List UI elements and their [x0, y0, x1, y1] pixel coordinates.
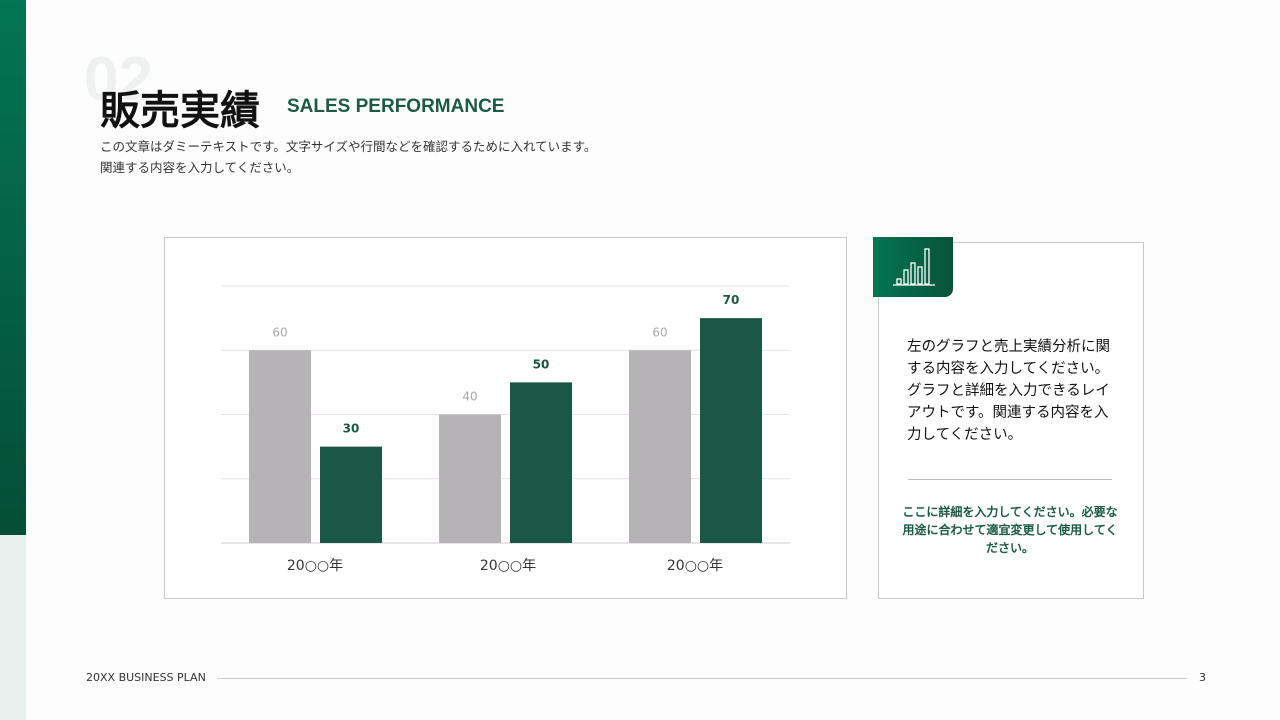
sidebar-accent — [0, 0, 26, 535]
sidebar-accent-light — [0, 535, 26, 720]
bar — [629, 350, 691, 543]
bar — [510, 382, 572, 543]
data-label: 30 — [343, 422, 360, 436]
bar — [700, 318, 762, 543]
footer-label: 20XX BUSINESS PLAN — [86, 671, 206, 684]
page-number: 3 — [1199, 671, 1206, 684]
info-card — [878, 242, 1144, 599]
divider — [908, 479, 1112, 480]
data-label: 40 — [462, 390, 477, 404]
x-tick-label: 20○○年 — [667, 558, 723, 574]
footer-divider — [217, 678, 1187, 679]
description-line: この文章はダミーテキストです。文字サイズや行間などを確認するために入れています。 — [100, 139, 597, 154]
card-tab — [873, 237, 953, 297]
data-label: 70 — [723, 293, 740, 307]
card-body: 左のグラフと売上実績分析に関する内容を入力してください。グラフと詳細を入力できる… — [907, 339, 1110, 443]
page-title: 販売実績 — [100, 88, 260, 134]
page-subtitle: SALES PERFORMANCE — [287, 96, 505, 117]
card-note: ここに詳細を入力してください。必要な用途に合わせて適宜変更して使用してください。 — [902, 505, 1118, 555]
x-tick-label: 20○○年 — [480, 558, 536, 574]
description-line: 関連する内容を入力してください。 — [100, 160, 300, 175]
chart-panel: 60 30 20○○年 40 50 20○○年 60 70 20○○年 — [164, 237, 847, 599]
bar — [320, 446, 382, 543]
bar-chart-icon — [893, 248, 935, 286]
section-number: 02 — [84, 45, 153, 114]
data-label: 60 — [652, 325, 667, 339]
data-label: 50 — [533, 357, 550, 371]
bar-chart: 60 30 20○○年 40 50 20○○年 60 70 20○○年 — [221, 285, 790, 574]
x-tick-label: 20○○年 — [287, 558, 343, 574]
bar — [249, 350, 311, 543]
data-label: 60 — [272, 325, 287, 339]
description: この文章はダミーテキストです。文字サイズや行間などを確認するために入れています。… — [100, 136, 596, 178]
bar — [439, 414, 501, 543]
